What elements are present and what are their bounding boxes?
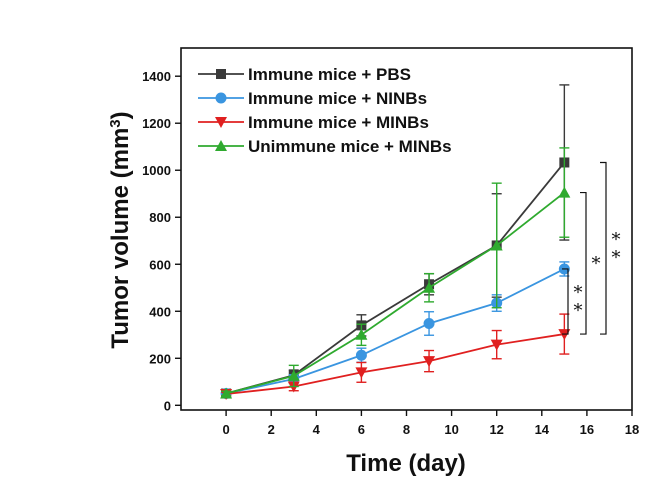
- series-line: [225, 161, 566, 395]
- x-tick-label: 6: [358, 422, 365, 437]
- series-1: [220, 261, 570, 400]
- y-tick-label: 800: [149, 210, 171, 225]
- legend-item: Immune mice + MINBs: [198, 113, 429, 132]
- y-tick-label: 600: [149, 257, 171, 272]
- legend-label: Immune mice + PBS: [248, 65, 411, 84]
- y-tick-label: 200: [149, 351, 171, 366]
- data-point: [355, 349, 367, 361]
- significance-mark: *: [574, 301, 583, 322]
- series-3: [220, 147, 571, 399]
- data-point: [220, 387, 233, 399]
- significance-mark: *: [574, 283, 583, 304]
- y-tick-label: 0: [164, 398, 171, 413]
- series-line: [225, 191, 565, 395]
- data-point: [287, 369, 300, 381]
- data-point: [423, 281, 436, 293]
- legend-label: Immune mice + MINBs: [248, 113, 429, 132]
- x-tick-label: 4: [313, 422, 321, 437]
- data-point: [490, 239, 503, 251]
- data-point: [558, 186, 571, 198]
- x-tick-label: 0: [222, 422, 229, 437]
- y-tick-label: 1400: [142, 69, 171, 84]
- legend-marker: [215, 140, 227, 151]
- significance-mark: *: [592, 253, 601, 274]
- y-tick-label: 1200: [142, 116, 171, 131]
- significance-bracket: **: [562, 268, 583, 335]
- legend-label: Immune mice + NINBs: [248, 89, 427, 108]
- data-point: [423, 317, 435, 329]
- x-tick-label: 2: [268, 422, 275, 437]
- series-line: [225, 268, 565, 395]
- significance-mark: *: [612, 229, 621, 250]
- series-line: [226, 333, 565, 395]
- x-tick-label: 8: [403, 422, 410, 437]
- data-point: [355, 328, 368, 340]
- significance-bracket: *: [580, 191, 601, 335]
- significance-bracket: **: [600, 161, 621, 335]
- legend-item: Immune mice + PBS: [198, 65, 411, 84]
- legend-item: Immune mice + NINBs: [198, 89, 427, 108]
- x-tick-label: 14: [535, 422, 550, 437]
- data-point: [423, 356, 436, 368]
- x-axis-label: Time (day): [346, 450, 466, 477]
- bracket-line: [600, 161, 607, 335]
- legend-marker: [216, 69, 226, 79]
- bracket-line: [562, 268, 569, 335]
- x-tick-label: 16: [580, 422, 594, 437]
- legend-label: Unimmune mice + MINBs: [248, 137, 452, 156]
- bracket-line: [580, 191, 587, 335]
- significance-mark: *: [612, 247, 621, 268]
- y-tick-label: 1000: [142, 163, 171, 178]
- y-tick-label: 400: [149, 304, 171, 319]
- series-2: [220, 313, 571, 401]
- data-point: [355, 367, 368, 379]
- x-tick-label: 10: [444, 422, 458, 437]
- data-point: [490, 339, 503, 351]
- legend-item: Unimmune mice + MINBs: [198, 137, 452, 156]
- x-tick-label: 12: [489, 422, 503, 437]
- y-axis-label: Tumor volume (mm3): [107, 111, 135, 348]
- x-tick-label: 18: [625, 422, 639, 437]
- legend-marker: [215, 92, 227, 104]
- legend-marker: [215, 117, 227, 128]
